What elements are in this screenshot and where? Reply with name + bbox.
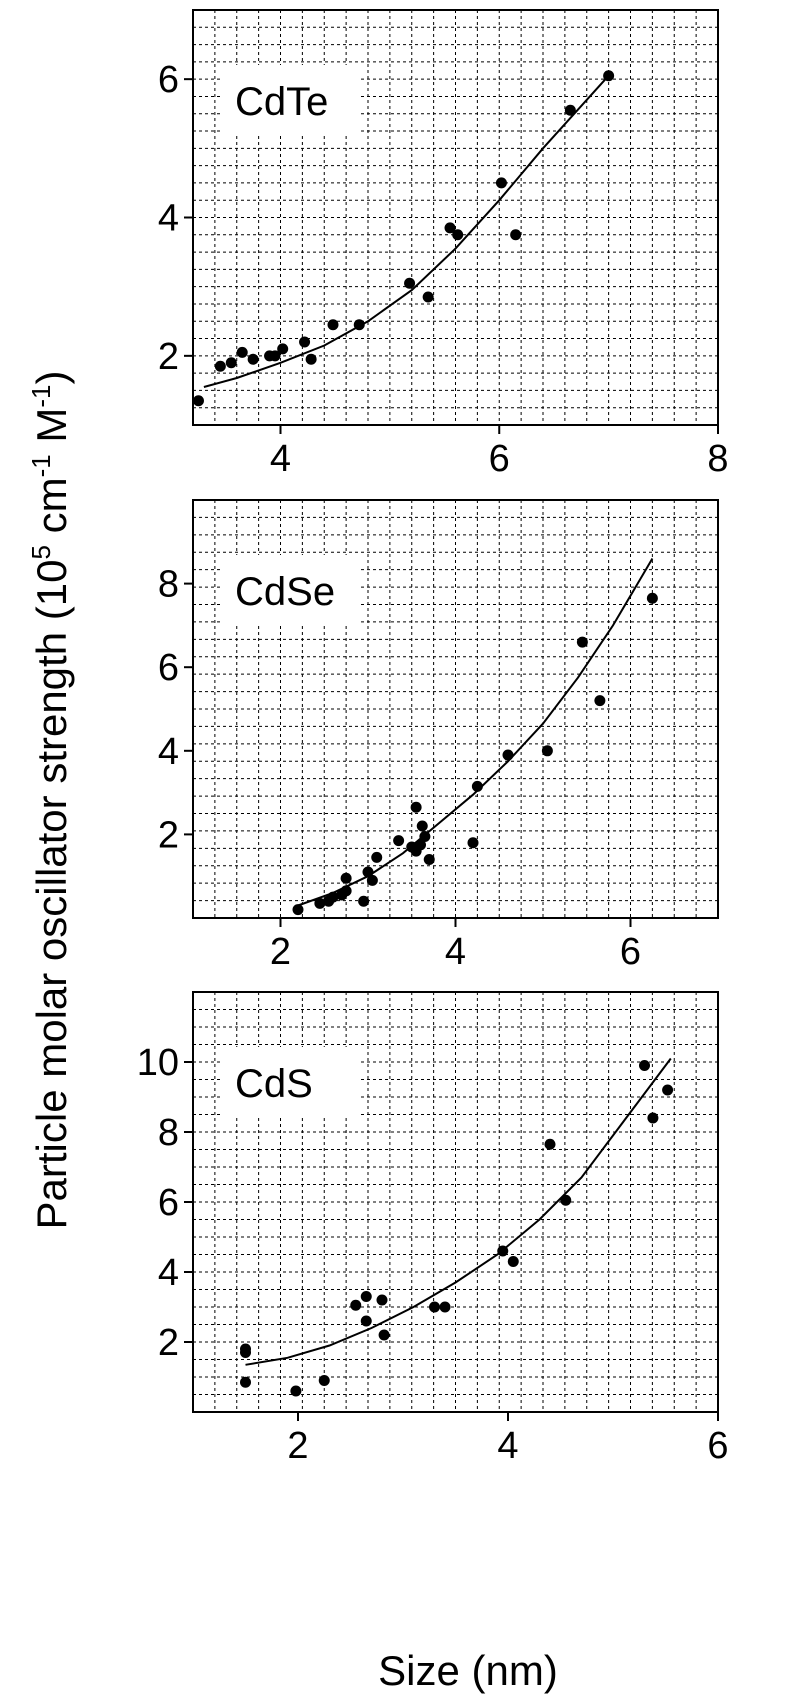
cds-data-point (240, 1343, 251, 1355)
cds-data-point (378, 1329, 390, 1341)
cds-panel-label: CdS (235, 1062, 313, 1106)
cdse-data-point (393, 835, 405, 847)
cdse-data-point (358, 895, 370, 907)
cdte-data-point (603, 70, 615, 82)
cdse-data-point (471, 780, 483, 792)
cdse-data-point (340, 872, 352, 884)
cdse-data-point (340, 885, 352, 897)
cdse-data-point (292, 904, 304, 916)
cds-data-point (318, 1375, 330, 1386)
cds-data-point (639, 1060, 650, 1071)
cdte-x-tick-label: 8 (707, 438, 728, 480)
cdte-data-point (277, 343, 289, 355)
cdte-data-point (305, 353, 317, 365)
cdte-data-point (236, 346, 248, 358)
cdse-data-point (362, 866, 374, 878)
cdse-grid (193, 500, 718, 918)
cds-y-tick-label: 10 (137, 1042, 179, 1084)
cdte-data-point (327, 319, 339, 331)
cds-data-point (376, 1294, 388, 1306)
cdte-panel-label: CdTe (235, 80, 328, 124)
cdse-y-tick-label: 8 (158, 564, 179, 606)
cdse-data-point (646, 592, 658, 604)
cdte-data-point (247, 353, 259, 365)
cdte-y-tick-label: 2 (158, 336, 179, 378)
cds-data-point (240, 1376, 251, 1388)
cdte-data-point (404, 277, 416, 289)
cdte-data-point (214, 360, 226, 372)
cdte-data-point (495, 177, 507, 189)
cds-label-box (223, 1047, 358, 1117)
cdte-label-box (223, 65, 358, 135)
cds-data-point (647, 1112, 659, 1124)
cdse-data-point (594, 695, 606, 707)
cdse-x-tick-label: 6 (620, 931, 641, 973)
cdse-data-point (366, 874, 378, 886)
cdte-data-point (422, 291, 434, 303)
cds-y-tick-label: 4 (158, 1252, 179, 1294)
cds-data-point (360, 1291, 372, 1302)
cdse-data-point (423, 853, 435, 865)
y-axis-label: Particle molar oscillator strength (105 … (26, 371, 75, 1230)
cdse-data-point (416, 820, 428, 832)
cdte-x-tick-label: 4 (270, 438, 291, 480)
cdse-y-tick-label: 4 (158, 731, 179, 773)
cds-data-point (560, 1194, 572, 1206)
cdte-data-point (564, 104, 576, 116)
cdse-label-box (223, 555, 358, 625)
cds-data-point (290, 1385, 302, 1397)
cds-x-tick-label: 4 (497, 1425, 518, 1467)
cdte-x-tick-label: 6 (489, 438, 510, 480)
cdse-data-point (419, 830, 431, 842)
cdse-x-tick-label: 2 (270, 931, 291, 973)
panel-cds: 2 4 6 2 4 6 8 10 CdS (137, 991, 729, 1467)
cds-fit-line (245, 1057, 672, 1366)
cdse-data-point (502, 749, 514, 761)
cdse-x-tick-label: 4 (445, 931, 466, 973)
cdte-data-point (510, 229, 522, 241)
cdse-fit-line (297, 557, 654, 907)
cdse-panel-label: CdSe (235, 570, 335, 614)
cds-y-tick-label: 8 (158, 1112, 179, 1154)
cds-data-point (507, 1256, 519, 1267)
cdte-data-point (225, 357, 237, 369)
cdse-y-tick-label: 6 (158, 647, 179, 689)
cds-y-tick-label: 6 (158, 1182, 179, 1224)
cdte-data-point (299, 336, 311, 348)
cdte-data-point (452, 229, 464, 241)
x-axis-label: Size (nm) (378, 1647, 558, 1694)
cds-data-point (429, 1301, 440, 1313)
cdse-data-point (467, 837, 479, 849)
cds-x-tick-label: 6 (707, 1425, 728, 1467)
cds-data-point (439, 1301, 451, 1313)
cdse-data-point (541, 745, 553, 757)
cdse-data-point (314, 897, 326, 909)
cdte-fit-line (203, 75, 610, 388)
cds-data-point (497, 1245, 509, 1257)
cdte-data-point (353, 319, 365, 331)
cdse-data-point (327, 891, 339, 903)
cds-data-point (662, 1084, 674, 1096)
cds-x-tick-label: 2 (287, 1425, 308, 1467)
panel-cdte: 4 6 8 2 4 6 CdTe (158, 9, 729, 480)
cdte-y-tick-label: 6 (158, 59, 179, 101)
cdse-data-point (576, 636, 588, 648)
panel-cdse: 2 4 6 2 4 6 8 CdSe (158, 499, 719, 973)
cdte-data-point (444, 222, 456, 234)
cdse-data-point (410, 801, 422, 813)
cdte-y-tick-label: 4 (158, 198, 179, 240)
cdse-data-point (415, 839, 426, 851)
cdte-data-point (269, 350, 281, 362)
cdse-y-tick-label: 2 (158, 814, 179, 856)
cds-data-point (350, 1299, 362, 1311)
cds-y-tick-label: 2 (158, 1322, 179, 1364)
cds-data-point (360, 1315, 372, 1327)
cds-data-point (544, 1138, 556, 1150)
cdse-data-point (371, 851, 383, 863)
cdte-data-point (192, 395, 204, 407)
